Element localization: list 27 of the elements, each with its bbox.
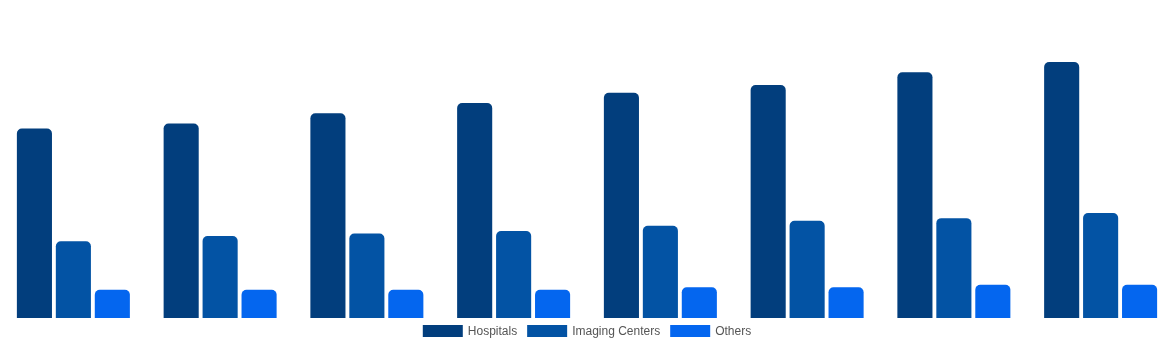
bar [642,225,678,318]
bar [975,284,1011,318]
bar [535,289,571,318]
legend-label: Hospitals [467,324,518,338]
bar [457,102,493,318]
bar [388,289,424,318]
bar [936,218,972,318]
legend-label: Others [715,324,752,338]
bar [1122,284,1158,318]
bar [202,236,238,318]
bar [310,113,346,318]
bar [55,241,91,318]
bar [828,287,864,318]
legend-label: Imaging Centers [572,324,661,338]
bar [16,128,52,318]
bar [603,92,639,318]
bar [1083,213,1119,318]
bar [681,287,717,318]
bar [750,85,786,318]
bar [241,289,277,318]
bar [349,233,385,318]
bar [496,230,532,318]
bar [897,72,933,318]
bar [789,220,825,318]
bar [1044,62,1080,318]
bar [94,289,130,318]
bar [163,123,199,318]
